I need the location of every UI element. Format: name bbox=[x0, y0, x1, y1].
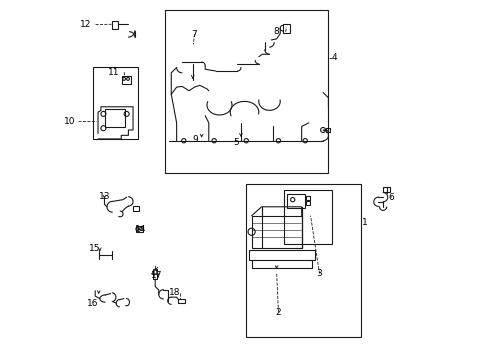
Bar bbox=[178, 298, 184, 303]
Bar bbox=[165, 10, 327, 173]
Bar bbox=[382, 187, 389, 192]
Text: 15: 15 bbox=[89, 244, 101, 253]
Text: 3: 3 bbox=[316, 269, 322, 278]
Text: 7: 7 bbox=[191, 30, 197, 39]
Text: 6: 6 bbox=[387, 193, 393, 202]
Bar bbox=[286, 194, 304, 208]
Text: 10: 10 bbox=[64, 117, 76, 126]
Text: 14: 14 bbox=[134, 225, 145, 234]
Text: 5: 5 bbox=[233, 138, 239, 147]
Bar bbox=[283, 23, 289, 33]
Bar bbox=[248, 249, 314, 260]
Text: 8: 8 bbox=[272, 27, 278, 36]
Bar bbox=[305, 202, 309, 205]
Bar bbox=[305, 196, 309, 200]
Bar bbox=[122, 76, 131, 84]
Text: 9: 9 bbox=[192, 135, 198, 144]
Bar bbox=[251, 216, 301, 248]
Text: 16: 16 bbox=[87, 299, 98, 308]
Bar bbox=[111, 21, 118, 29]
Text: 12: 12 bbox=[80, 20, 91, 29]
Text: 17: 17 bbox=[151, 271, 163, 280]
Bar bbox=[132, 206, 139, 211]
Bar bbox=[93, 67, 138, 139]
Text: 11: 11 bbox=[108, 68, 120, 77]
Bar bbox=[152, 269, 157, 279]
Text: 2: 2 bbox=[275, 308, 281, 317]
Text: 4: 4 bbox=[331, 53, 337, 62]
Text: 1: 1 bbox=[362, 219, 367, 228]
Text: 18: 18 bbox=[169, 288, 180, 297]
Bar bbox=[246, 184, 360, 337]
Bar bbox=[135, 226, 143, 232]
Text: 13: 13 bbox=[99, 192, 111, 201]
Bar bbox=[283, 190, 331, 244]
Bar bbox=[105, 109, 124, 127]
Bar bbox=[325, 128, 329, 132]
